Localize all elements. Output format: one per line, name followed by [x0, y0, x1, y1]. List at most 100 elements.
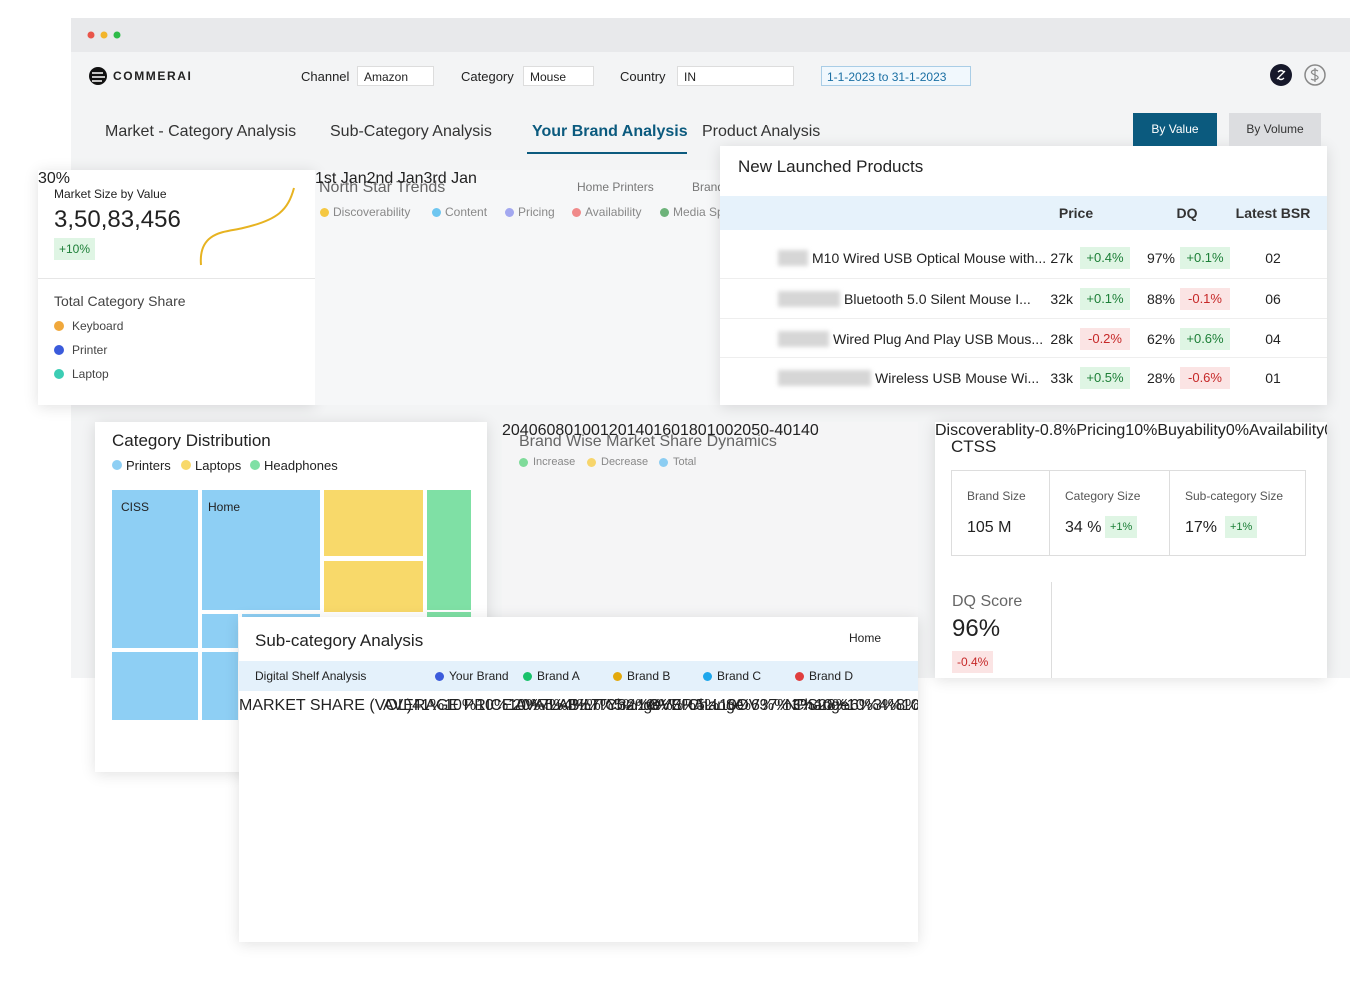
bar-label: 4% [878, 697, 902, 714]
dq-label: DQ Score [952, 593, 1023, 610]
bsr: 04 [1265, 331, 1281, 347]
blurred-brand [778, 370, 871, 386]
logo-icon [89, 67, 107, 85]
legend-label[interactable]: Brand C [717, 669, 762, 683]
tab[interactable]: Sub-Category Analysis [330, 123, 492, 140]
y-tick-label: 20 [502, 422, 520, 439]
window-bar [71, 18, 1350, 52]
chart-filter[interactable]: Brand [692, 180, 720, 194]
blurred-brand [778, 250, 808, 266]
price-change: +0.5% [1080, 367, 1130, 389]
legend-dot [54, 345, 64, 355]
bar-label: 5% [695, 697, 719, 714]
bar-category: Discoverablity [935, 422, 1035, 439]
treemap-label: Home [208, 500, 241, 514]
icon-button[interactable] [1304, 64, 1326, 86]
price: 33k [1050, 370, 1073, 386]
products-panel: New Launched Products Price DQ Latest BSR M… [720, 146, 1327, 405]
price: 32k [1050, 291, 1073, 307]
legend-dot [587, 458, 596, 467]
x-tick-label: 3rd Jan [423, 170, 477, 187]
sub-category-panel: Sub-category Analysis Home Digital Shelf… [239, 617, 918, 942]
tab[interactable]: Product Analysis [702, 123, 821, 140]
legend-label[interactable]: Brand D [809, 669, 854, 683]
distribution-title: Category Distribution [112, 431, 271, 450]
bar-label: 0% [1225, 422, 1249, 439]
dq-change: +0.6% [1180, 328, 1230, 350]
legend-dot [660, 208, 669, 217]
filter-label: Channel [301, 69, 350, 84]
sub-bar-chart: NPS28%6%3%8%7%4%% Change [785, 697, 918, 715]
legend-dot [703, 672, 712, 681]
bar-label: 10% [1125, 422, 1158, 439]
bsr: 02 [1265, 250, 1281, 266]
filter-label: Country [620, 69, 666, 84]
filter-select[interactable]: Mouse [523, 66, 594, 86]
treemap-cell [202, 490, 320, 610]
bar-label: 100 [706, 422, 734, 439]
legend-label: Your Brand [449, 669, 509, 683]
bar-label: 3% [567, 697, 591, 714]
metric-change: +1% [1105, 516, 1138, 538]
legend-label[interactable]: Brand B [627, 669, 671, 683]
legend-dot [54, 369, 64, 379]
market-card: Market Size by Value 3,50,83,456 +10% To… [38, 170, 315, 405]
chart-filter[interactable]: Home Printers [577, 180, 654, 194]
column-headline: 28% [817, 697, 850, 714]
metric-value: 105 M [967, 519, 1012, 536]
product-name: M10 Wired USB Optical Mouse with... [812, 250, 1047, 266]
treemap-cell [324, 490, 423, 556]
bar-label: 6% [849, 697, 874, 714]
price-change: +0.4% [1080, 247, 1130, 269]
column-title: AVAILABILITY [515, 697, 618, 714]
bar-label: 10% [814, 697, 847, 714]
legend-dot [505, 208, 514, 217]
column-title: OVERALL SOV [648, 697, 760, 714]
legend-dot [435, 672, 444, 681]
column-title: AVERAGE PRICE [383, 697, 513, 714]
legend-dot [250, 460, 260, 470]
bar-label: 5% [544, 697, 568, 714]
legend-label[interactable]: Brand A [537, 669, 580, 683]
x-axis-label: % Change [586, 697, 662, 714]
filter-select[interactable]: Amazon [357, 66, 434, 86]
legend-label: Availability [585, 205, 642, 219]
market-size-change: +10% [54, 238, 96, 260]
ctss-panel: CTSS DQ Score 96% -0.4% Discoverablity-0… [935, 422, 1327, 678]
toggle-button[interactable]: By Value [1133, 113, 1217, 146]
tab[interactable]: Your Brand Analysis [532, 123, 688, 140]
bar-label: 140 [792, 422, 819, 439]
column-header: Price [1058, 205, 1094, 221]
toggle-button[interactable]: By Volume [1229, 113, 1321, 146]
bar-label: 3% [791, 697, 815, 714]
bar-label: -40 [769, 422, 793, 439]
date-range[interactable]: 1-1-2023 to 31-1-2023 [821, 66, 971, 86]
x-axis-label: % Change [669, 697, 744, 714]
filter-value: IN [684, 70, 696, 84]
filter-select[interactable]: IN [677, 66, 794, 86]
column-header: DQ [1176, 205, 1198, 221]
treemap-cell [427, 490, 471, 610]
dropdown-text: Home [849, 631, 882, 645]
legend-dot [181, 460, 191, 470]
filter-value: Mouse [530, 70, 567, 84]
header-icons [87, 31, 1326, 86]
legend-label: Headphones [264, 458, 338, 473]
legend-label: Decrease [601, 456, 649, 468]
ctss-title[interactable]: CTSS [951, 437, 997, 456]
bar-label: 4% [563, 697, 587, 714]
legend-dot [572, 208, 581, 217]
legend-label: Content [445, 205, 488, 219]
bar-category: Buyability [1157, 422, 1226, 439]
metric-change: +1% [1225, 516, 1258, 538]
blurred-brand [778, 291, 840, 307]
dq-value: 96% [952, 615, 1001, 642]
tab[interactable]: Market - Category Analysis [105, 123, 297, 140]
sub-dropdown[interactable]: Home [849, 631, 881, 645]
legend-label: Printer [72, 343, 108, 357]
bar-label: 20 [733, 422, 752, 439]
price: 27k [1050, 250, 1073, 266]
dq-change: -0.1% [1180, 288, 1230, 310]
line-chart: 1st Jan2nd Jan3rd Jan [315, 170, 477, 188]
